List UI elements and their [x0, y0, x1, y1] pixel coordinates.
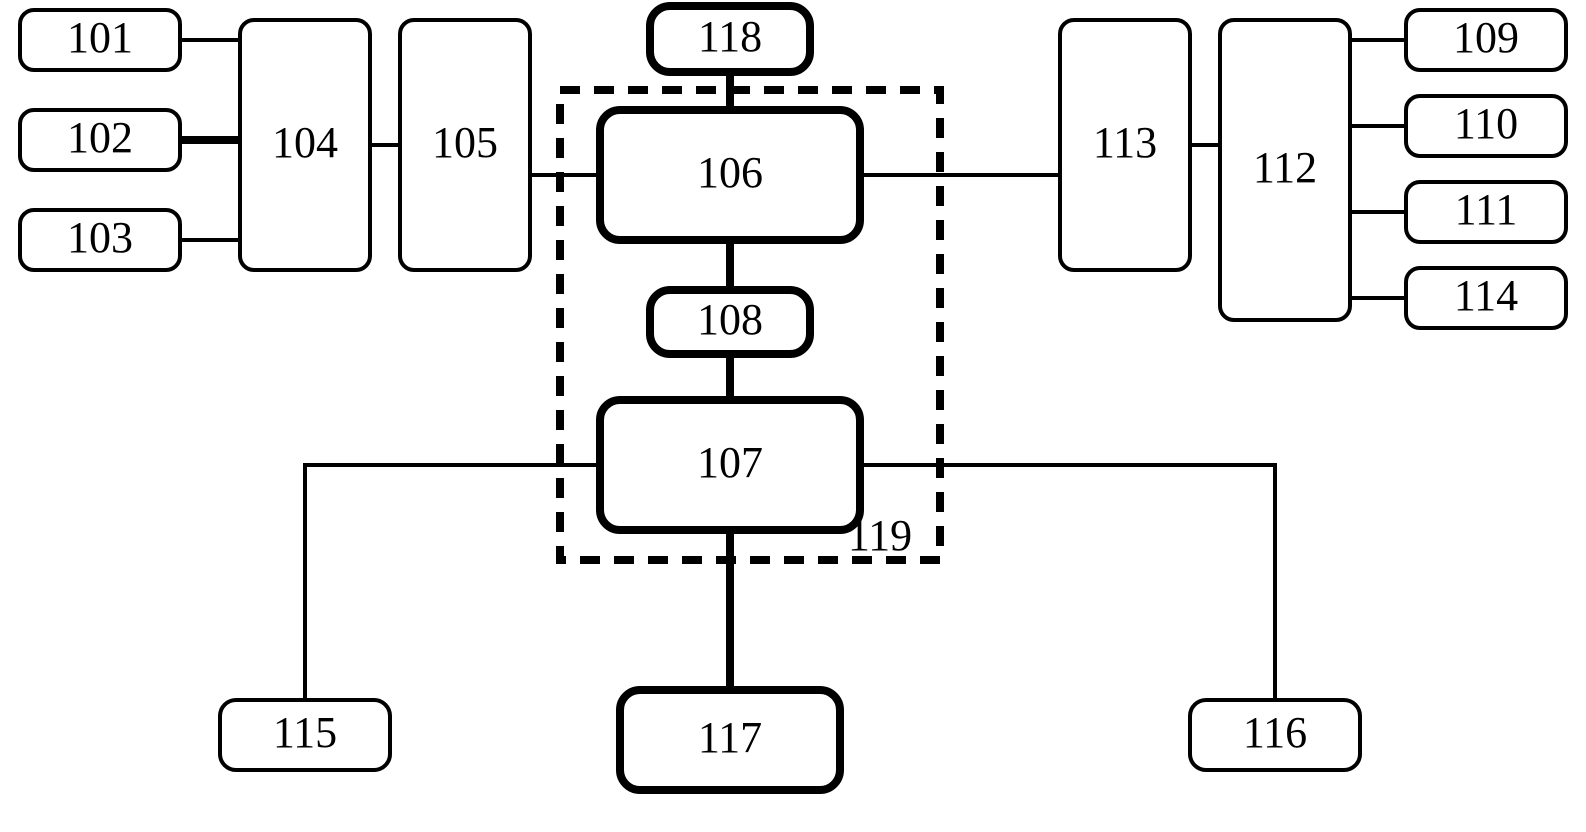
node-label-101: 101 — [67, 13, 133, 62]
node-label-115: 115 — [273, 708, 337, 757]
node-label-118: 118 — [698, 12, 762, 61]
node-label-114: 114 — [1454, 271, 1518, 320]
node-label-107: 107 — [697, 438, 763, 487]
nodes-layer: 101 102 103 104 105 106 107 108 109 110 111 112 113 1… — [20, 6, 1566, 790]
node-label-111: 111 — [1455, 185, 1518, 234]
node-label-105: 105 — [432, 118, 498, 167]
edge-15 — [305, 465, 600, 700]
node-label-113: 113 — [1093, 118, 1157, 167]
node-label-102: 102 — [67, 113, 133, 162]
node-label-119: 119 — [848, 511, 912, 560]
node-label-109: 109 — [1453, 13, 1519, 62]
node-label-117: 117 — [698, 713, 762, 762]
node-label-116: 116 — [1243, 708, 1307, 757]
node-label-108: 108 — [697, 295, 763, 344]
node-label-112: 112 — [1253, 143, 1317, 192]
node-label-103: 103 — [67, 213, 133, 262]
node-label-110: 110 — [1454, 99, 1518, 148]
node-label-104: 104 — [272, 118, 338, 167]
node-label-106: 106 — [697, 148, 763, 197]
edge-16 — [860, 465, 1275, 700]
block-diagram: 101 102 103 104 105 106 107 108 109 110 111 112 113 1… — [0, 0, 1586, 832]
